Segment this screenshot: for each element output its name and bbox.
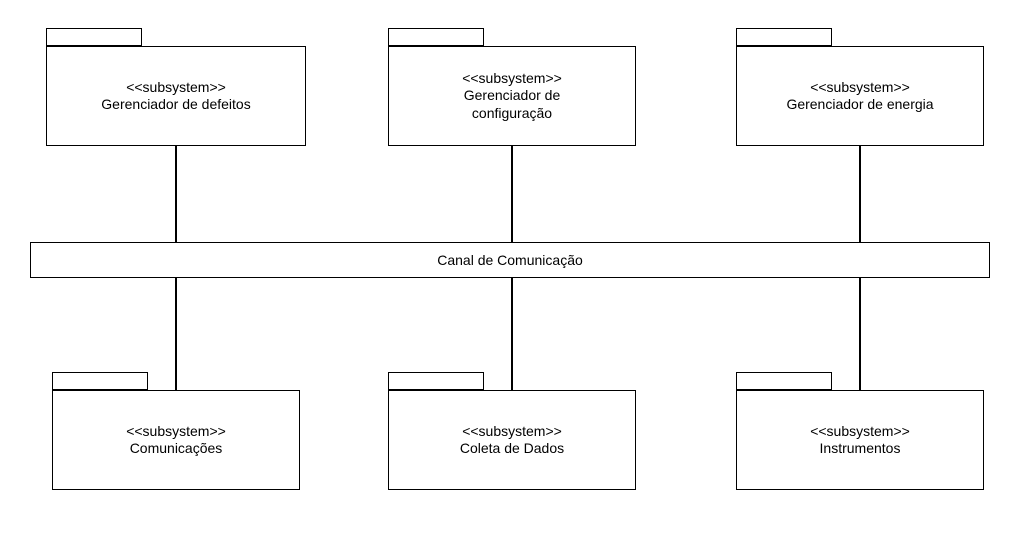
package-name-line: Instrumentos [820, 440, 901, 458]
package-tab [388, 28, 484, 46]
package-tab [52, 372, 148, 390]
bus-label: Canal de Comunicação [437, 252, 583, 268]
connector-data [511, 278, 513, 390]
package-tab [46, 28, 142, 46]
stereotype-label: <<subsystem>> [462, 70, 562, 88]
package-body: <<subsystem>>Comunicações [52, 390, 300, 490]
package-body: <<subsystem>>Coleta de Dados [388, 390, 636, 490]
stereotype-label: <<subsystem>> [810, 423, 910, 441]
package-energy: <<subsystem>>Gerenciador de energia [736, 28, 984, 146]
connector-defects [175, 146, 177, 242]
package-name-line: Coleta de Dados [460, 440, 564, 458]
package-body: <<subsystem>>Gerenciador deconfiguração [388, 46, 636, 146]
connector-config [511, 146, 513, 242]
stereotype-label: <<subsystem>> [126, 79, 226, 97]
connector-energy [859, 146, 861, 242]
stereotype-label: <<subsystem>> [126, 423, 226, 441]
package-name-line: Gerenciador de [464, 87, 561, 105]
stereotype-label: <<subsystem>> [810, 79, 910, 97]
package-config: <<subsystem>>Gerenciador deconfiguração [388, 28, 636, 146]
connector-instr [859, 278, 861, 390]
package-name-line: configuração [472, 105, 552, 123]
package-body: <<subsystem>>Gerenciador de energia [736, 46, 984, 146]
package-name-line: Gerenciador de energia [786, 96, 933, 114]
connector-comms [175, 278, 177, 390]
package-tab [736, 372, 832, 390]
package-name-line: Comunicações [130, 440, 223, 458]
package-name-line: Gerenciador de defeitos [101, 96, 250, 114]
communication-bus: Canal de Comunicação [30, 242, 990, 278]
package-body: <<subsystem>>Gerenciador de defeitos [46, 46, 306, 146]
package-body: <<subsystem>>Instrumentos [736, 390, 984, 490]
package-defects: <<subsystem>>Gerenciador de defeitos [46, 28, 306, 146]
package-tab [388, 372, 484, 390]
diagram-canvas: Canal de Comunicação<<subsystem>>Gerenci… [0, 0, 1024, 544]
package-tab [736, 28, 832, 46]
stereotype-label: <<subsystem>> [462, 423, 562, 441]
